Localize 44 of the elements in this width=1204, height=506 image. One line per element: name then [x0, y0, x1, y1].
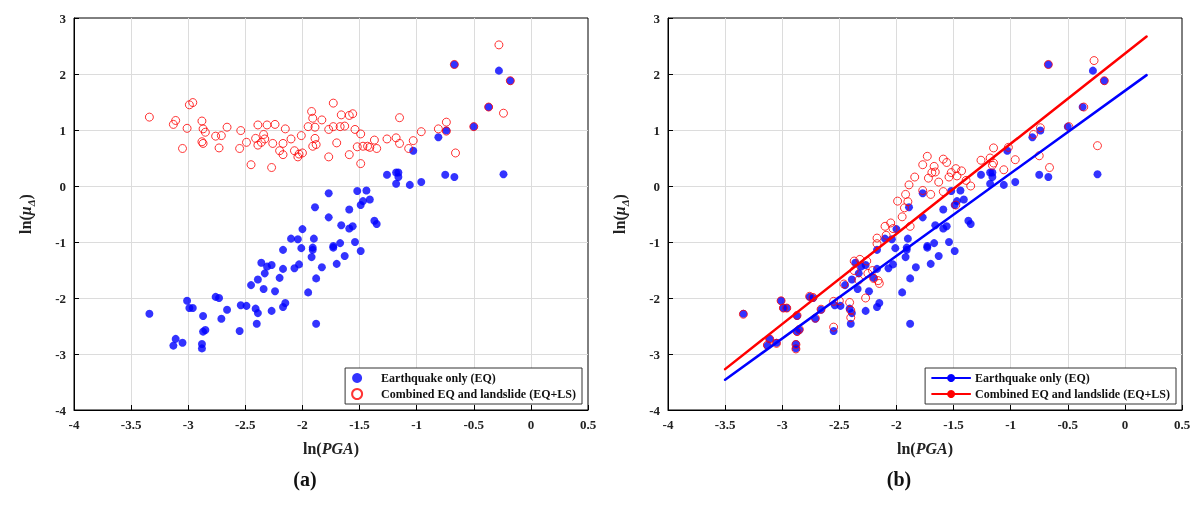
legend-label: Earthquake only (EQ)	[381, 371, 496, 385]
x-tick-label: 0.5	[579, 417, 597, 432]
y-tick-label: 1	[59, 122, 66, 138]
x-tick-label: -1.5	[349, 417, 371, 432]
x-tick-label: -2	[297, 417, 308, 432]
y-tick-label: -1	[649, 234, 660, 250]
x-axis-title: ln(PGA)	[897, 439, 953, 458]
y-tick-label: 1	[653, 122, 660, 138]
x-tick-label: -3	[776, 417, 789, 432]
y-tick-label: 0	[59, 178, 66, 194]
legend-label: Earthquake only (EQ)	[975, 371, 1090, 385]
y-tick-label: -3	[649, 346, 661, 362]
y-axis-title: ln(μΔ)	[17, 194, 37, 234]
y-axis-title: ln(μΔ)	[611, 194, 631, 234]
x-tick-label: -3.5	[714, 417, 736, 432]
x-tick-label: -0.5	[1057, 417, 1079, 432]
x-tick-label: -3.5	[120, 417, 142, 432]
x-tick-label: -2	[891, 417, 902, 432]
x-tick-label: -1	[411, 417, 423, 432]
y-tick-label: -1	[55, 234, 66, 250]
x-tick-label: -0.5	[463, 417, 485, 432]
y-tick-label: -4	[649, 402, 661, 418]
x-tick-label: -1.5	[943, 417, 965, 432]
y-tick-label: 2	[59, 66, 66, 82]
x-tick-label: -3	[182, 417, 195, 432]
y-tick-label: -4	[55, 402, 67, 418]
x-tick-label: -2.5	[829, 417, 851, 432]
y-tick-label: 3	[653, 10, 661, 26]
y-tick-label: 0	[653, 178, 660, 194]
text: (b)	[886, 468, 912, 491]
y-tick-label: 2	[653, 66, 660, 82]
x-axis-title: ln(PGA)	[303, 439, 359, 458]
y-tick-label: -2	[649, 290, 660, 306]
text: (a)	[293, 468, 317, 491]
legend-label: Combined EQ and landslide (EQ+LS)	[975, 387, 1171, 401]
x-tick-label: 0	[527, 417, 535, 432]
x-tick-label: -1	[1005, 417, 1017, 432]
x-tick-label: 0	[1121, 417, 1129, 432]
y-tick-label: 3	[59, 10, 67, 26]
y-tick-label: -2	[55, 290, 66, 306]
y-tick-label: -3	[55, 346, 67, 362]
x-tick-label: -2.5	[235, 417, 257, 432]
x-tick-label: 0.5	[1173, 417, 1191, 432]
legend-label: Combined EQ and landslide (EQ+LS)	[381, 387, 577, 401]
